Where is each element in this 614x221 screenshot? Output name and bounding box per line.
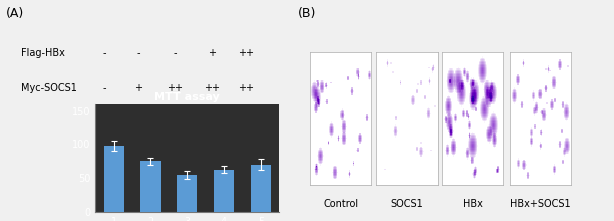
Bar xyxy=(177,175,197,212)
Text: HBx+SOCS1: HBx+SOCS1 xyxy=(510,199,570,209)
Text: (A): (A) xyxy=(6,7,25,20)
Text: -: - xyxy=(136,48,140,58)
Bar xyxy=(214,170,234,212)
Text: HBx: HBx xyxy=(463,199,483,209)
Text: ++: ++ xyxy=(238,48,254,58)
Text: (B): (B) xyxy=(298,7,316,20)
Text: Flag-HBx: Flag-HBx xyxy=(21,48,65,58)
Text: ++: ++ xyxy=(238,83,254,93)
Bar xyxy=(104,146,124,212)
Text: ++: ++ xyxy=(204,83,220,93)
Text: +: + xyxy=(134,83,142,93)
Text: +: + xyxy=(208,48,216,58)
Text: ++: ++ xyxy=(167,83,183,93)
Text: SOCS1: SOCS1 xyxy=(391,199,424,209)
Text: Control: Control xyxy=(323,199,359,209)
Bar xyxy=(251,165,271,212)
Bar xyxy=(141,161,161,212)
Text: -: - xyxy=(173,48,177,58)
Title: MTT assay: MTT assay xyxy=(154,92,220,102)
Text: -: - xyxy=(103,83,106,93)
Text: -: - xyxy=(103,48,106,58)
Text: Myc-SOCS1: Myc-SOCS1 xyxy=(21,83,77,93)
